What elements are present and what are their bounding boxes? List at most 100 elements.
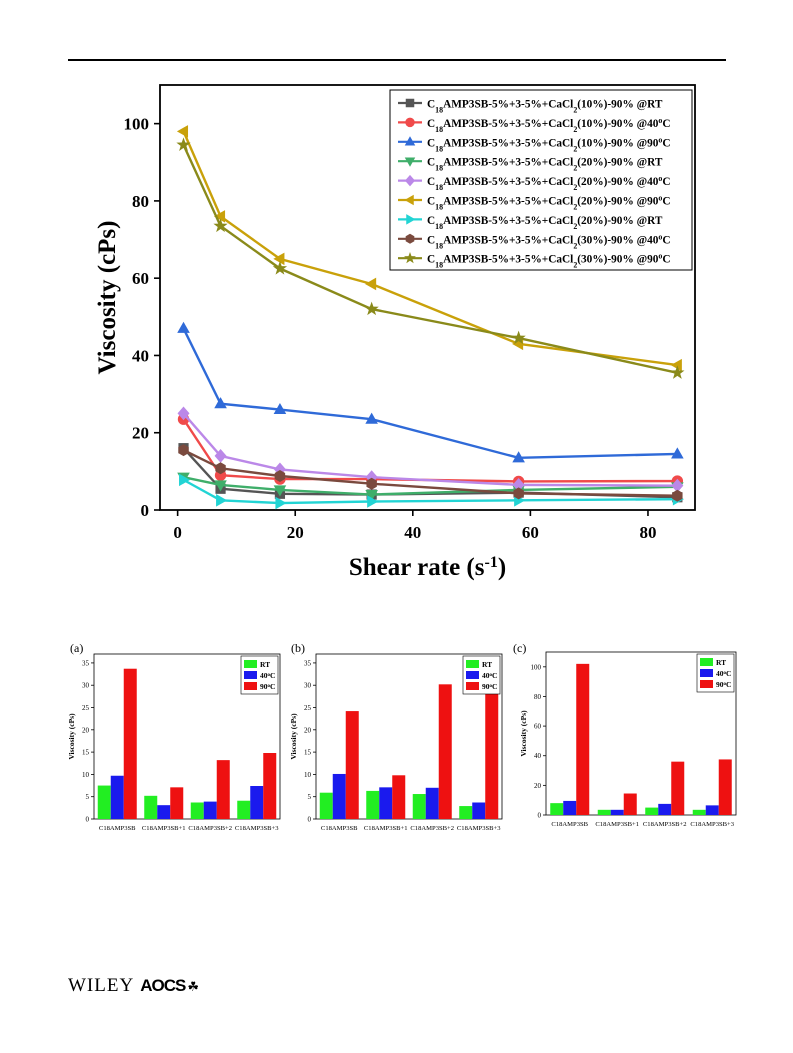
legend-entry: C18AMP3SB-5%+3-5%+CaCl2(30%)-90% @90oC <box>427 251 671 269</box>
y-axis-label: Viscosity (cPs) <box>519 710 528 757</box>
y-tick-label: 5 <box>86 793 90 801</box>
bar <box>157 805 171 819</box>
y-tick-label: 5 <box>308 793 312 801</box>
data-point <box>274 470 286 482</box>
bar <box>718 759 732 815</box>
bar <box>216 760 230 819</box>
y-tick-label: 40 <box>132 346 149 365</box>
data-point <box>275 496 287 510</box>
bar <box>379 787 393 819</box>
bar-chart-b: 0 5 10 15 20 25 30 35 Viscosity (cPs) C18AMP3SB C1… <box>289 653 503 832</box>
x-tick-label: C18AMP3SB+1 <box>142 825 186 832</box>
legend-marker <box>404 251 416 264</box>
legend-marker <box>404 136 416 146</box>
bar <box>250 786 264 819</box>
data-point <box>671 478 684 493</box>
bar <box>203 801 217 819</box>
y-tick-label: 20 <box>132 424 149 443</box>
bar <box>692 809 706 815</box>
footer-logo: WILEY AOCS ☘ <box>68 975 200 997</box>
y-tick-label: 30 <box>82 682 90 690</box>
data-point <box>512 477 525 492</box>
y-axis-label: Viscosity (cPs) <box>95 221 121 375</box>
bar <box>576 663 590 815</box>
data-point <box>670 365 685 379</box>
data-point <box>273 252 285 266</box>
bar <box>392 775 406 819</box>
legend-entry: C18AMP3SB-5%+3-5%+CaCl2(20%)-90% @40oC <box>427 174 671 192</box>
legend-marker <box>405 233 415 244</box>
y-tick-label: 0 <box>141 501 150 520</box>
data-point <box>177 321 190 333</box>
y-tick-label: 30 <box>304 682 312 690</box>
legend-swatch <box>244 660 257 668</box>
legend-entry: C18AMP3SB-5%+3-5%+CaCl2(10%)-90% @90oC <box>427 135 671 153</box>
series-line <box>182 130 678 367</box>
legend-entry: 90oC <box>260 682 275 691</box>
data-point <box>176 137 191 151</box>
series-line <box>182 478 678 505</box>
bar <box>472 802 486 819</box>
series-5 <box>176 125 682 372</box>
bar <box>97 785 111 819</box>
bar <box>658 803 672 815</box>
legend-swatch <box>466 671 479 679</box>
legend-swatch <box>700 658 713 666</box>
data-point <box>512 451 525 463</box>
legend-marker <box>405 174 415 187</box>
series-line <box>182 327 678 460</box>
y-tick-label: 20 <box>304 726 312 734</box>
y-axis-label: Viscosity (cPs) <box>67 713 76 760</box>
legend: RT 40oC 90oC <box>462 655 501 695</box>
y-tick-label: 15 <box>304 749 312 757</box>
data-point <box>672 489 683 502</box>
y-tick-label: 25 <box>82 704 90 712</box>
bar <box>438 684 452 819</box>
data-point <box>177 406 190 421</box>
y-tick-label: 40 <box>534 752 542 760</box>
data-point <box>365 490 378 502</box>
data-point <box>176 125 189 138</box>
y-tick-label: 60 <box>132 269 149 288</box>
data-point <box>213 210 226 223</box>
data-point <box>671 447 684 459</box>
bar <box>144 795 158 819</box>
x-tick-label: 80 <box>639 523 656 542</box>
data-point <box>670 358 682 372</box>
y-tick-label: 15 <box>82 749 90 757</box>
legend-marker <box>405 98 415 108</box>
panel-letter-a: (a) <box>70 641 84 655</box>
legend-entry: 40oC <box>260 671 275 680</box>
x-tick-label: C18AMP3SB <box>551 821 588 828</box>
bar <box>237 800 251 819</box>
panel-letter-c: (c) <box>513 641 527 655</box>
bar <box>170 787 184 819</box>
series-2 <box>177 321 684 463</box>
data-point <box>365 277 377 291</box>
legend-marker <box>404 194 414 206</box>
legend-swatch <box>244 671 257 679</box>
legend-entry: 90oC <box>482 682 497 691</box>
bar <box>563 800 577 815</box>
series-line <box>182 144 678 375</box>
viscosity-line-chart: 0 20 40 60 80 0 20 40 60 80 100 Shear rate (s-1) Vis… <box>95 84 696 581</box>
x-tick-label: C18AMP3SB <box>321 825 358 832</box>
x-tick-label: C18AMP3SB+2 <box>410 825 454 832</box>
y-tick-label: 0 <box>86 816 90 824</box>
y-tick-label: 0 <box>538 812 542 820</box>
x-tick-label: 0 <box>173 523 182 542</box>
bar <box>550 803 564 815</box>
y-tick-label: 10 <box>304 771 312 779</box>
data-point <box>511 330 526 345</box>
series-line <box>183 475 678 496</box>
series-line <box>182 449 678 497</box>
y-tick-label: 0 <box>308 816 312 824</box>
legend-entry: C18AMP3SB-5%+3-5%+CaCl2(20%)-90% @RT <box>427 157 663 173</box>
bar <box>671 761 685 815</box>
bar-chart-a: 0 5 10 15 20 25 30 35 Viscosity (cPs) C18AMP3SB C1… <box>67 653 281 832</box>
y-tick-label: 35 <box>82 659 90 667</box>
x-tick-label: 60 <box>522 523 539 542</box>
legend-entry: C18AMP3SB-5%+3-5%+CaCl2(10%)-90% @RT <box>427 99 663 115</box>
x-tick-label: C18AMP3SB+3 <box>457 825 501 832</box>
bar <box>485 661 499 819</box>
